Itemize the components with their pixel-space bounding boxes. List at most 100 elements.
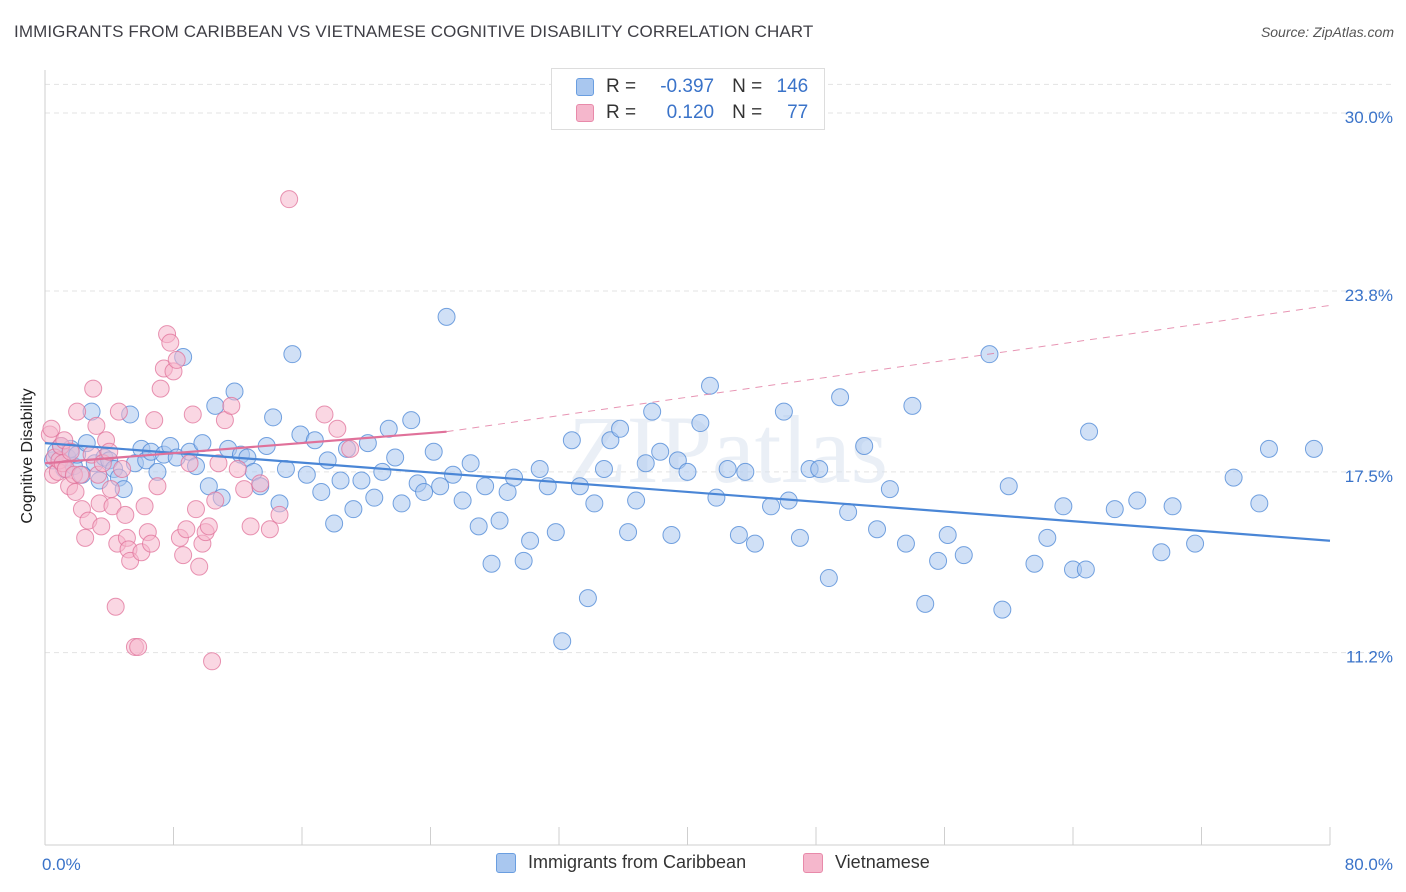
caribbean-point: [896, 534, 915, 553]
vietnamese-point: [270, 505, 289, 524]
series-legend-vietnamese[interactable]: Vietnamese: [803, 852, 930, 873]
caribbean-point: [325, 514, 344, 533]
legend-r-value: -0.397: [660, 76, 715, 97]
caribbean-point: [594, 459, 613, 478]
vietnamese-point: [180, 454, 199, 473]
caribbean-point: [415, 482, 434, 501]
vietnamese-point: [235, 480, 254, 499]
caribbean-point: [476, 477, 495, 496]
legend-n-label: N =: [732, 76, 763, 97]
vietnamese-point: [66, 482, 85, 501]
legend-n-value: 77: [787, 102, 809, 123]
caribbean-point: [546, 523, 565, 542]
x-tick-label: 0.0%: [42, 855, 81, 874]
caribbean-point: [662, 526, 681, 544]
caribbean-point: [839, 503, 858, 522]
vietnamese-point: [260, 520, 279, 539]
caribbean-point: [729, 526, 748, 544]
vietnamese-point: [177, 520, 196, 539]
vietnamese-point: [135, 497, 154, 516]
vietnamese-point: [42, 419, 61, 438]
vietnamese-point: [129, 637, 148, 656]
caribbean-point: [601, 431, 620, 450]
vietnamese-point: [76, 528, 95, 547]
legend-swatch-caribbean: [576, 78, 594, 96]
legend-r-value: 0.120: [666, 102, 715, 123]
caribbean-point: [810, 459, 829, 478]
vietnamese-point: [228, 459, 247, 478]
caribbean-point: [331, 471, 350, 490]
vietnamese-point: [101, 480, 120, 499]
caribbean-point: [1054, 497, 1073, 516]
caribbean-point: [643, 402, 662, 421]
caribbean-point: [707, 488, 726, 507]
gridlines: [45, 83, 1395, 654]
series-legend: Immigrants from Caribbean Vietnamese: [0, 852, 1406, 878]
vietnamese-point: [251, 474, 270, 493]
vietnamese-point: [148, 477, 167, 496]
vietnamese-point: [241, 517, 260, 536]
vietnamese-point: [328, 419, 347, 438]
vietnamese-point: [92, 517, 111, 536]
caribbean-point: [1076, 560, 1095, 579]
caribbean-point: [1304, 439, 1323, 458]
vietnamese-point: [145, 411, 164, 430]
caribbean-point: [745, 534, 764, 553]
series-label-vietnamese: Vietnamese: [835, 852, 930, 872]
vietnamese-point: [209, 454, 228, 473]
vietnamese-point: [142, 534, 161, 553]
caribbean-point: [562, 431, 581, 450]
source-credit: Source: ZipAtlas.com: [1260, 24, 1394, 40]
caribbean-point: [999, 477, 1018, 496]
caribbean-point: [1250, 494, 1269, 513]
vietnamese-point: [206, 491, 225, 510]
caribbean-point: [1128, 491, 1147, 510]
caribbean-point: [193, 434, 212, 453]
caribbean-point: [344, 500, 363, 519]
caribbean-point: [312, 482, 331, 501]
caribbean-point: [700, 376, 719, 395]
caribbean-point: [929, 551, 948, 570]
caribbean-point: [352, 471, 371, 490]
caribbean-point: [790, 528, 809, 547]
caribbean-point: [619, 523, 638, 542]
caribbean-trend-line: [44, 442, 1331, 542]
x-tick-label: 80.0%: [1345, 855, 1393, 874]
caribbean-point: [880, 480, 899, 499]
caribbean-point: [482, 554, 501, 573]
vietnamese-point: [186, 500, 205, 519]
caribbean-point: [691, 414, 710, 433]
caribbean-point: [1163, 497, 1182, 516]
caribbean-point: [521, 531, 540, 550]
vietnamese-point: [190, 557, 209, 576]
caribbean-point: [762, 497, 781, 516]
caribbean-point: [585, 494, 604, 513]
series-swatch-caribbean: [496, 852, 516, 873]
caribbean-point: [993, 600, 1012, 619]
watermark: ZIPatlas: [568, 396, 888, 503]
caribbean-point: [453, 491, 472, 510]
vietnamese-trend-extension: [446, 304, 1331, 433]
vietnamese-point: [116, 505, 135, 524]
vietnamese-point: [161, 333, 180, 352]
caribbean-point: [365, 488, 384, 507]
vietnamese-point: [151, 379, 170, 398]
y-tick-label: 17.5%: [1345, 467, 1393, 486]
caribbean-point: [570, 477, 589, 496]
y-tick-label: 23.8%: [1345, 286, 1393, 305]
series-legend-caribbean[interactable]: Immigrants from Caribbean: [496, 852, 746, 873]
trend-lines: [44, 304, 1331, 542]
caribbean-point: [1259, 439, 1278, 458]
vietnamese-point: [315, 405, 334, 424]
y-tick-label: 11.2%: [1346, 648, 1393, 667]
caribbean-point: [283, 345, 302, 364]
correlation-legend: R = -0.397 N = 146 R = 0.120 N = 77: [551, 68, 825, 130]
caribbean-point: [611, 419, 630, 438]
caribbean-point: [424, 442, 443, 461]
legend-swatch-vietnamese: [576, 104, 594, 122]
caribbean-point: [855, 437, 874, 456]
caribbean-point: [469, 517, 488, 536]
caribbean-point: [774, 402, 793, 421]
caribbean-point: [636, 454, 655, 473]
